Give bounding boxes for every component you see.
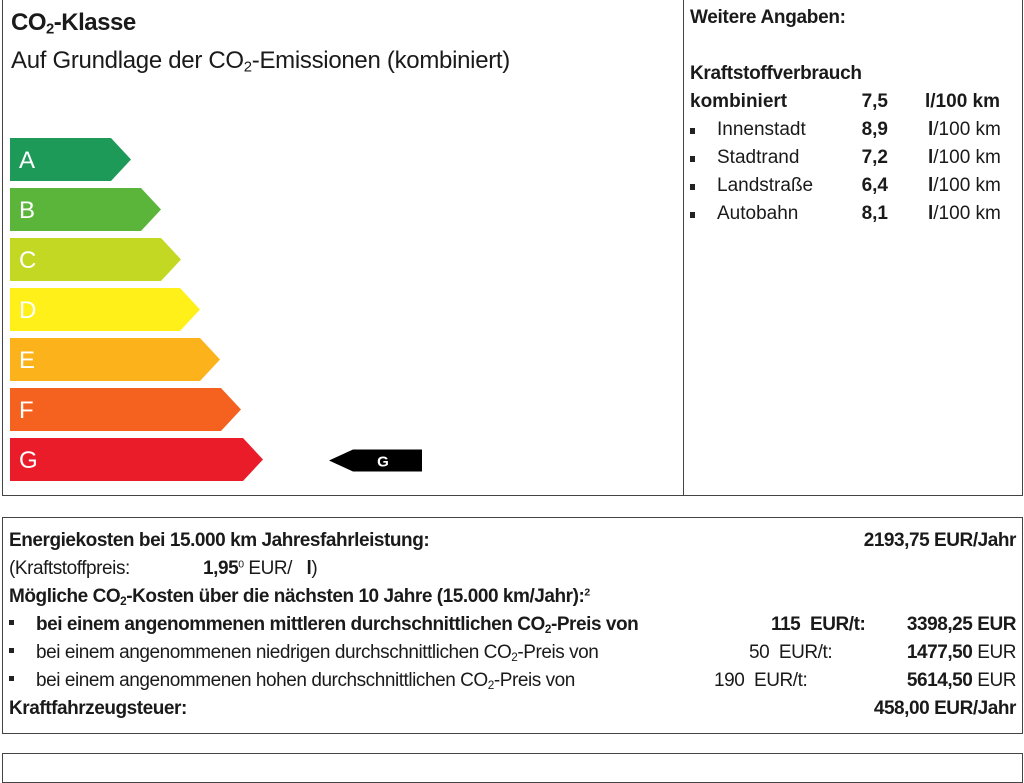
scenario-price: 50 EUR/t: [749,642,833,663]
class-label: D [19,297,36,324]
bullet-icon [690,156,695,162]
co2-class-title: CO2-Klasse [11,9,136,38]
scenario-value: 5614,50 EUR [906,670,1017,691]
fuel-row-unit: l/100 km [928,147,1001,168]
bullet-icon [690,212,695,218]
vehicle-tax-value: 458,00 EUR/Jahr [873,698,1017,719]
fuel-row-value: 8,9 [861,119,888,140]
co2-cost-scenario-row: bei einem angenommenen mittleren durchsc… [9,614,1016,642]
fuel-consumption-row: Innenstadt 8,9 l/100 km [690,119,1016,147]
scenario-text: bei einem angenommenen mittleren durchsc… [36,614,639,636]
scenario-value: 3398,25 EUR [906,614,1017,635]
energy-cost-label: Energiekosten bei 15.000 km Jahresfahrle… [9,530,430,551]
class-bar-d [10,288,200,331]
fuel-price-row: (Kraftstoffpreis: 1,950 EUR/ l) [9,558,1016,586]
class-bar-b [10,188,161,231]
combined-unit: l/100 km [925,91,1000,112]
fuel-row-value: 8,1 [861,203,888,224]
vehicle-tax-row: Kraftfahrzeugsteuer: 458,00 EUR/Jahr [9,698,1016,726]
class-bar-f [10,388,241,431]
fuel-row-value: 7,2 [861,147,888,168]
vehicle-tax-label: Kraftfahrzeugsteuer: [9,698,187,719]
fuel-price: 1,950 EUR/ l) [203,558,318,579]
co2-cost-scenario-row: bei einem angenommenen niedrigen durchsc… [9,642,1016,670]
class-bar-c [10,238,181,281]
fuel-consumption-row: Landstraße 6,4 l/100 km [690,175,1016,203]
fuel-consumption-row: Stadtrand 7,2 l/100 km [690,147,1016,175]
fuel-row-unit: l/100 km [928,175,1001,196]
scenario-value: 1477,50 EUR [906,642,1017,663]
class-bar-e [10,338,220,381]
further-info-heading: Weitere Angaben: [690,7,846,28]
fuel-row-label: Autobahn [717,203,799,224]
co2-class-subtitle: Auf Grundlage der CO2-Emissionen (kombin… [11,47,510,76]
class-label: C [19,247,36,274]
bullet-icon [690,128,695,134]
fuel-row-label: Stadtrand [717,147,800,168]
scenario-price: 115 EUR/t: [771,614,866,635]
bullet-icon [690,184,695,190]
costs-panel: Energiekosten bei 15.000 km Jahresfahrle… [2,517,1023,734]
fuel-row-label: Innenstadt [717,119,806,140]
fuel-consumption-row: Autobahn 8,1 l/100 km [690,203,1016,231]
current-class-marker [329,449,422,472]
class-label: E [19,347,35,374]
bullet-icon [9,676,14,682]
class-bar-g [10,438,263,481]
bullet-icon [9,648,14,654]
co2-cost-heading: Mögliche CO2-Kosten über die nächsten 10… [9,586,590,608]
combined-label: kombiniert [690,91,788,112]
fuel-row-unit: l/100 km [928,203,1001,224]
class-bar-a [10,138,131,181]
fuel-consumption-heading: Kraftstoffverbrauch [690,63,862,84]
class-label: F [19,397,34,424]
energy-cost-row: Energiekosten bei 15.000 km Jahresfahrle… [9,530,1016,558]
scenario-text: bei einem angenommenen hohen durchschnit… [36,670,575,692]
energy-cost-value: 2193,75 EUR/Jahr [863,530,1017,551]
combined-value: 7,5 [861,91,888,112]
fuel-row-unit: l/100 km [928,119,1001,140]
further-info-panel: Weitere Angaben: Kraftstoffverbrauch kom… [683,0,1023,496]
co2-class-panel: CO2-Klasse Auf Grundlage der CO2-Emissio… [2,0,684,496]
fuel-row-value: 6,4 [861,175,888,196]
fuel-row-label: Landstraße [717,175,814,196]
scenario-text: bei einem angenommenen niedrigen durchsc… [36,642,599,664]
class-label: A [19,147,35,174]
combined-row: kombiniert 7,5 l/100 km [690,91,1016,119]
class-label: B [19,197,35,224]
bullet-icon [9,620,14,626]
current-class-label: G [377,454,389,471]
footnote-panel [2,753,1023,783]
class-label: G [19,447,38,474]
co2-cost-scenario-row: bei einem angenommenen hohen durchschnit… [9,670,1016,698]
scenario-price: 190 EUR/t: [714,670,808,691]
fuel-price-label: (Kraftstoffpreis: [9,558,130,579]
